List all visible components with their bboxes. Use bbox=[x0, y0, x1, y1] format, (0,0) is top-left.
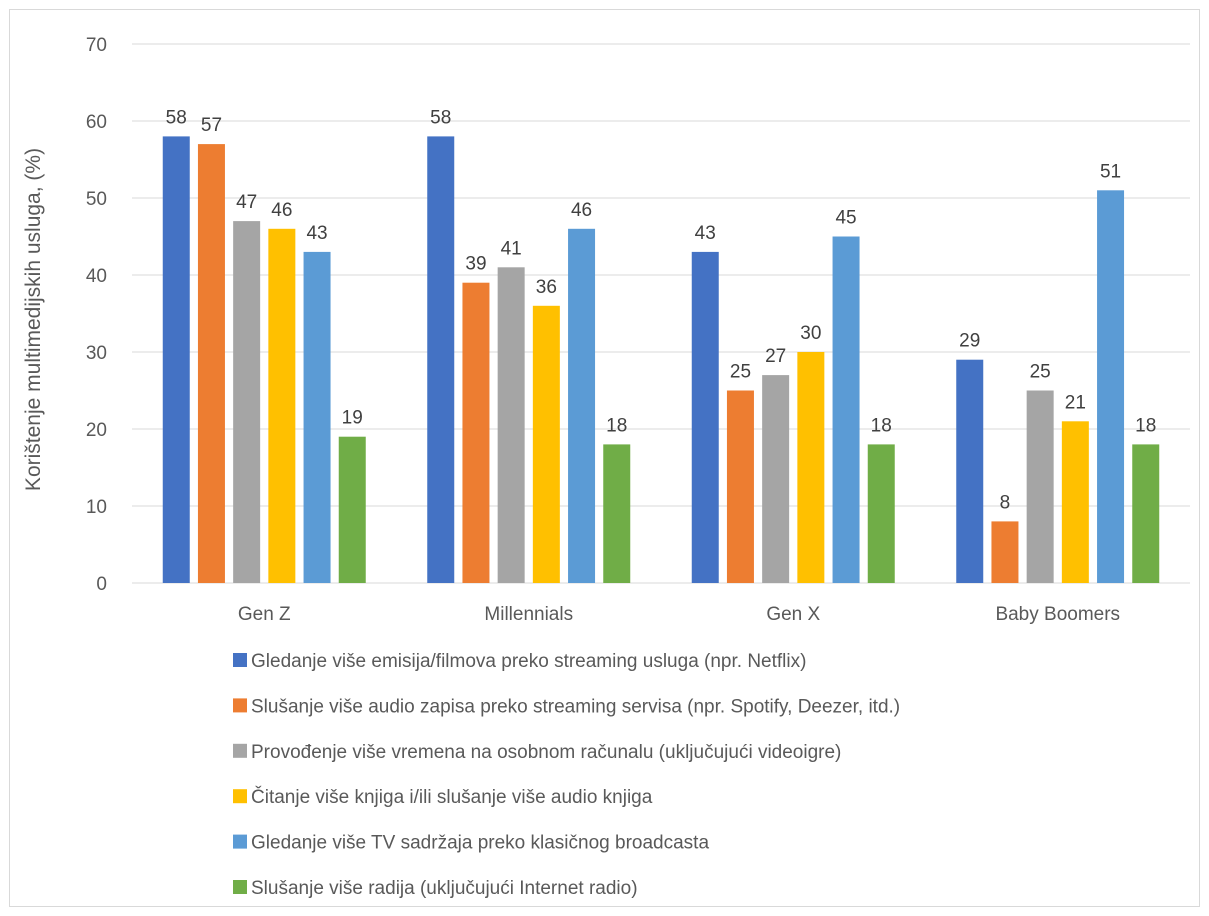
data-label: 18 bbox=[871, 415, 892, 436]
bar-1-2 bbox=[197, 144, 225, 583]
data-label: 18 bbox=[606, 415, 627, 436]
data-label: 51 bbox=[1100, 161, 1121, 182]
bar-chart: 0 10 20 30 40 50 60 70 Korištenje multimedijski… bbox=[22, 35, 1190, 899]
bar-1-4 bbox=[268, 228, 296, 584]
data-label: 43 bbox=[695, 223, 716, 244]
y-tick-label: 50 bbox=[86, 189, 107, 210]
legend-swatch-4 bbox=[233, 789, 247, 804]
x-axis-categories: Gen Z Millennials Gen X Baby Boomers bbox=[238, 604, 1120, 625]
legend-swatch-1 bbox=[233, 653, 247, 667]
data-label: 46 bbox=[271, 200, 292, 221]
chart-frame: 0 10 20 30 40 50 60 70 Korištenje multimedijski… bbox=[9, 9, 1200, 907]
bar-4-6 bbox=[1132, 444, 1160, 583]
data-label: 36 bbox=[536, 277, 557, 298]
bar-1-6 bbox=[338, 436, 366, 583]
data-label: 30 bbox=[800, 323, 821, 344]
data-label: 39 bbox=[465, 254, 486, 275]
legend: Gledanje više emisija/filmova preko stre… bbox=[233, 651, 900, 899]
legend-label-5: Gledanje više TV sadržaja preko klasično… bbox=[251, 833, 709, 854]
bar-4-3 bbox=[1026, 390, 1054, 583]
legend-swatch-3 bbox=[233, 743, 247, 758]
data-label: 46 bbox=[571, 200, 592, 221]
y-tick-label: 10 bbox=[86, 497, 107, 518]
legend-label-2: Slušanje više audio zapisa preko streami… bbox=[251, 696, 900, 717]
legend-label-3: Provođenje više vremena na osobnom račun… bbox=[251, 742, 841, 763]
y-tick-label: 30 bbox=[86, 343, 107, 364]
bar-3-1 bbox=[691, 251, 719, 583]
bar-3-6 bbox=[867, 444, 895, 583]
legend-swatch-5 bbox=[233, 834, 247, 849]
bar-1-5 bbox=[303, 251, 331, 583]
bar-3-3 bbox=[762, 375, 790, 583]
data-label: 45 bbox=[835, 208, 856, 229]
legend-label-6: Slušanje više radija (uključujući Intern… bbox=[251, 878, 638, 899]
bar-2-6 bbox=[603, 444, 631, 583]
bar-4-4 bbox=[1061, 421, 1089, 583]
data-label: 57 bbox=[201, 115, 222, 136]
legend-label-1: Gledanje više emisija/filmova preko stre… bbox=[251, 651, 806, 672]
bars bbox=[162, 136, 1160, 584]
data-label: 47 bbox=[236, 192, 257, 213]
bar-1-3 bbox=[233, 221, 261, 583]
bar-4-1 bbox=[956, 359, 984, 583]
bar-2-5 bbox=[568, 228, 596, 584]
data-label: 58 bbox=[430, 107, 451, 128]
bar-3-5 bbox=[832, 236, 860, 583]
y-tick-label: 20 bbox=[86, 420, 107, 441]
bar-2-1 bbox=[427, 136, 455, 583]
y-axis-ticks: 0 10 20 30 40 50 60 70 bbox=[86, 35, 107, 595]
bar-1-1 bbox=[162, 136, 190, 583]
x-category-label: Millennials bbox=[484, 604, 573, 625]
x-category-label: Gen Z bbox=[238, 604, 291, 625]
x-category-label: Gen X bbox=[766, 604, 820, 625]
bar-4-2 bbox=[991, 521, 1019, 583]
data-label: 41 bbox=[501, 238, 522, 259]
data-label: 25 bbox=[1030, 362, 1051, 383]
x-category-label: Baby Boomers bbox=[995, 604, 1120, 625]
data-labels: 58 57 47 46 43 19 58 39 41 36 46 18 43 25 27 30 45 18 29 8 2… bbox=[166, 107, 1157, 513]
data-label: 58 bbox=[166, 107, 187, 128]
y-tick-label: 60 bbox=[86, 112, 107, 133]
y-tick-label: 0 bbox=[96, 574, 107, 595]
bar-2-2 bbox=[462, 282, 490, 583]
bar-4-5 bbox=[1097, 190, 1125, 584]
legend-swatch-6 bbox=[233, 880, 247, 894]
data-label: 27 bbox=[765, 346, 786, 367]
y-tick-label: 40 bbox=[86, 266, 107, 287]
data-label: 8 bbox=[1000, 492, 1011, 513]
y-axis-title: Korištenje multimedijskih usluga, (%) bbox=[22, 148, 45, 491]
data-label: 18 bbox=[1135, 415, 1156, 436]
bar-3-4 bbox=[797, 352, 825, 583]
data-label: 29 bbox=[959, 331, 980, 352]
bar-2-3 bbox=[497, 267, 525, 583]
legend-swatch-2 bbox=[233, 698, 247, 713]
data-label: 43 bbox=[306, 223, 327, 244]
y-tick-label: 70 bbox=[86, 35, 107, 56]
data-label: 19 bbox=[342, 408, 363, 429]
bar-3-2 bbox=[726, 390, 754, 583]
legend-label-4: Čitanje više knjiga i/ili slušanje više … bbox=[251, 786, 653, 808]
data-label: 25 bbox=[730, 362, 751, 383]
data-label: 21 bbox=[1065, 392, 1086, 413]
bar-2-4 bbox=[532, 305, 560, 583]
